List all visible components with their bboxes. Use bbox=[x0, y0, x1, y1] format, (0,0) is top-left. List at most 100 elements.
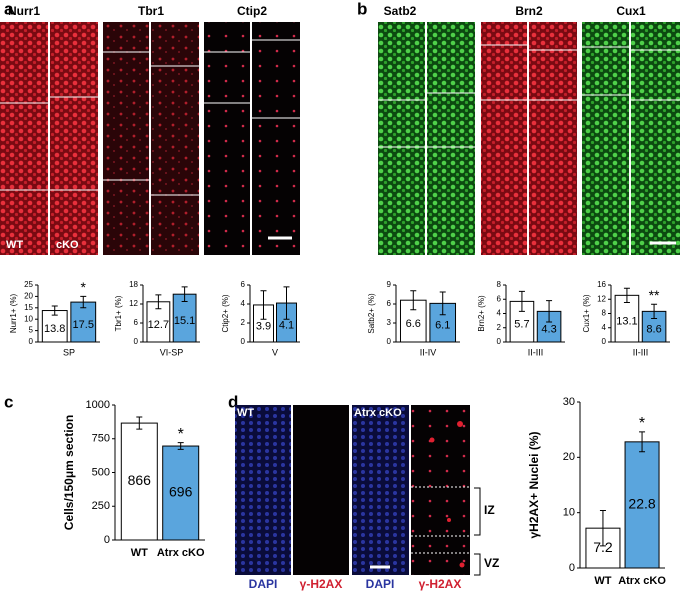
micrograph bbox=[529, 22, 577, 255]
value-label: 22.8 bbox=[628, 496, 655, 512]
error-bar bbox=[410, 290, 417, 311]
y-tick-label: 8 bbox=[602, 309, 607, 318]
x-tick-label: Atrx cKO bbox=[157, 547, 205, 559]
y-tick-label: 9 bbox=[387, 280, 392, 289]
bar bbox=[70, 301, 97, 343]
y-tick-label: 6 bbox=[134, 318, 139, 327]
x-axis-label: SP bbox=[63, 347, 75, 357]
y-tick-label: 0 bbox=[29, 337, 34, 346]
y-tick-label: 2 bbox=[241, 318, 246, 327]
x-tick-label: WT bbox=[131, 547, 148, 559]
value-label: 13.8 bbox=[44, 323, 65, 335]
zone-bracket bbox=[474, 487, 481, 576]
x-axis-label: II-III bbox=[633, 347, 649, 357]
y-tick-label: 0 bbox=[387, 337, 392, 346]
error-bar bbox=[181, 286, 188, 302]
x-axis-label: V bbox=[272, 347, 278, 357]
y-tick-label: 0 bbox=[497, 337, 502, 346]
micrograph bbox=[352, 405, 409, 575]
marker-label: Cux1 bbox=[616, 4, 646, 18]
focus bbox=[459, 562, 465, 568]
micrograph bbox=[481, 22, 527, 255]
y-tick-label: 0 bbox=[241, 337, 246, 346]
value-label: 696 bbox=[169, 484, 193, 500]
y-tick-label: 10 bbox=[24, 314, 33, 323]
micrograph bbox=[378, 22, 425, 255]
marker-label: Tbr1 bbox=[138, 4, 164, 18]
marker-label: Brn2 bbox=[515, 4, 543, 18]
y-tick-label: 12 bbox=[597, 294, 606, 303]
panel-letter: c bbox=[4, 392, 13, 411]
micrograph bbox=[50, 22, 98, 255]
zone-label: VZ bbox=[484, 556, 499, 570]
error-bar bbox=[260, 290, 267, 320]
micrograph bbox=[582, 22, 629, 255]
value-label: 15.1 bbox=[174, 315, 195, 327]
y-tick-label: 15 bbox=[24, 303, 33, 312]
error-bar bbox=[155, 294, 162, 310]
error-bar bbox=[546, 300, 553, 323]
value-label: 7.2 bbox=[593, 539, 613, 555]
bar bbox=[624, 441, 660, 569]
significance: ** bbox=[649, 287, 660, 303]
y-tick-label: 250 bbox=[92, 500, 110, 512]
x-axis-label: II-IV bbox=[420, 347, 437, 357]
micrograph bbox=[151, 22, 199, 255]
genotype-label: Atrx cKO bbox=[354, 407, 402, 419]
significance: * bbox=[639, 415, 645, 432]
error-bar bbox=[639, 431, 646, 453]
micrograph bbox=[293, 405, 349, 575]
y-tick-label: 30 bbox=[563, 396, 575, 408]
value-label: 4.1 bbox=[279, 319, 294, 331]
y-tick-label: 500 bbox=[92, 466, 110, 478]
error-bar bbox=[177, 442, 184, 450]
y-tick-label: 5 bbox=[29, 326, 34, 335]
value-label: 3.9 bbox=[256, 320, 271, 332]
layer-lines bbox=[378, 44, 680, 245]
y-axis-label: Nurr1+ (%) bbox=[9, 293, 18, 333]
y-tick-label: 0 bbox=[569, 562, 575, 574]
bar bbox=[41, 310, 68, 343]
micrograph bbox=[252, 22, 300, 255]
micrograph bbox=[103, 22, 149, 255]
panel-letter: a bbox=[4, 0, 14, 18]
error-bar bbox=[51, 305, 58, 316]
y-tick-label: 4 bbox=[497, 309, 502, 318]
y-axis-label: Ctip2+ (%) bbox=[221, 294, 230, 332]
x-tick-label: WT bbox=[594, 575, 611, 587]
error-bar bbox=[651, 303, 658, 319]
y-tick-label: 25 bbox=[24, 280, 33, 289]
y-tick-label: 20 bbox=[563, 451, 575, 463]
y-tick-label: 20 bbox=[24, 292, 33, 301]
value-label: 6.1 bbox=[435, 320, 450, 332]
panel-letter: d bbox=[228, 392, 238, 411]
x-axis-label: II-III bbox=[528, 347, 544, 357]
y-tick-label: 750 bbox=[92, 433, 110, 445]
y-tick-label: 1000 bbox=[86, 399, 110, 411]
error-bar bbox=[518, 290, 525, 312]
y-tick-label: 6 bbox=[241, 280, 246, 289]
significance: * bbox=[81, 279, 87, 295]
error-bar bbox=[136, 416, 143, 430]
y-axis-label: γH2AX+ Nuclei (%) bbox=[527, 431, 541, 538]
error-bar bbox=[599, 509, 606, 547]
genotype-label: cKO bbox=[56, 239, 79, 251]
genotype-label: WT bbox=[6, 239, 23, 251]
bar bbox=[120, 422, 158, 541]
y-tick-label: 6 bbox=[387, 299, 392, 308]
micrograph bbox=[427, 22, 475, 255]
y-tick-label: 16 bbox=[597, 280, 606, 289]
stain-label: DAPI bbox=[249, 577, 278, 591]
error-bar bbox=[623, 287, 630, 303]
micrograph bbox=[0, 22, 48, 255]
value-label: 12.7 bbox=[148, 319, 169, 331]
y-tick-label: 0 bbox=[104, 534, 110, 546]
value-label: 17.5 bbox=[73, 319, 94, 331]
foci bbox=[429, 421, 465, 568]
value-label: 866 bbox=[128, 472, 152, 488]
y-tick-label: 18 bbox=[129, 280, 138, 289]
y-axis-label: Satb2+ (%) bbox=[367, 293, 376, 334]
focus bbox=[447, 518, 451, 522]
micrograph bbox=[235, 405, 291, 575]
stain-label: γ-H2AX bbox=[300, 577, 343, 591]
